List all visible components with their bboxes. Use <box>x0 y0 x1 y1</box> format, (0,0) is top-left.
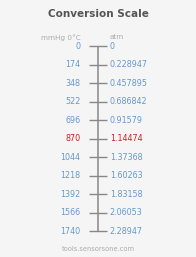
Text: 1.60263: 1.60263 <box>110 171 142 180</box>
Text: Conversion Scale: Conversion Scale <box>48 9 148 19</box>
Text: 1392: 1392 <box>60 190 80 199</box>
Text: 1044: 1044 <box>60 153 80 162</box>
Text: 522: 522 <box>65 97 80 106</box>
Text: 696: 696 <box>65 116 80 125</box>
Text: 2.06053: 2.06053 <box>110 208 142 217</box>
Text: 1.83158: 1.83158 <box>110 190 142 199</box>
Text: 2.28947: 2.28947 <box>110 227 143 236</box>
Text: 0: 0 <box>75 42 80 51</box>
Text: atm: atm <box>110 34 124 40</box>
Text: mmHg 0°C: mmHg 0°C <box>41 34 80 41</box>
Text: 0: 0 <box>110 42 115 51</box>
Text: 0.686842: 0.686842 <box>110 97 147 106</box>
Text: 0.457895: 0.457895 <box>110 79 148 88</box>
Text: 1.14474: 1.14474 <box>110 134 142 143</box>
Text: tools.sensorsone.com: tools.sensorsone.com <box>62 246 134 252</box>
Text: 1.37368: 1.37368 <box>110 153 142 162</box>
Text: 1566: 1566 <box>60 208 80 217</box>
Text: 348: 348 <box>65 79 80 88</box>
Text: 174: 174 <box>65 60 80 69</box>
Text: 1740: 1740 <box>60 227 80 236</box>
Text: 870: 870 <box>65 134 80 143</box>
Text: 1218: 1218 <box>60 171 80 180</box>
Text: 0.91579: 0.91579 <box>110 116 143 125</box>
Text: 0.228947: 0.228947 <box>110 60 148 69</box>
